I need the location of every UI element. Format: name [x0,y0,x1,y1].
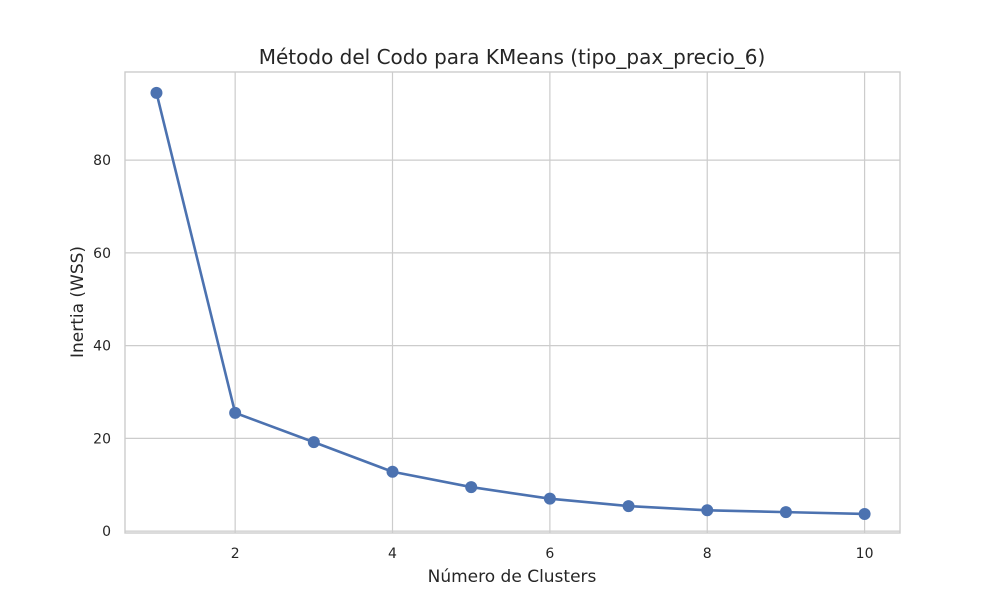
y-tick-label: 60 [93,246,111,262]
y-tick-label: 20 [93,431,111,447]
y-tick-label: 40 [93,339,111,355]
x-tick-labels: 2 4 6 8 10 [231,546,874,562]
data-point [779,506,792,519]
data-point [701,504,714,517]
plot-frame [124,71,901,534]
data-point [858,507,871,520]
chart-title: Método del Codo para KMeans (tipo_pax_pr… [259,45,766,69]
y-tick-label: 80 [93,153,111,169]
data-point [307,436,320,449]
grid [125,72,900,533]
data-point [150,86,163,99]
x-tick-label: 8 [703,546,712,562]
x-tick-label: 6 [545,546,554,562]
series-line [155,92,865,516]
data-point [386,465,399,478]
x-tick-label: 2 [231,546,240,562]
y-axis-label: Inertia (WSS) [68,246,88,358]
series-layer [150,86,871,520]
data-point [465,481,478,494]
data-point [543,492,556,505]
y-tick-label: 0 [102,524,111,540]
y-tick-labels: 0 20 40 60 80 [93,153,111,540]
data-point [622,500,635,513]
data-point [229,406,242,419]
x-tick-label: 4 [388,546,397,562]
x-axis-label: Número de Clusters [428,567,597,587]
x-tick-label: 10 [856,546,874,562]
